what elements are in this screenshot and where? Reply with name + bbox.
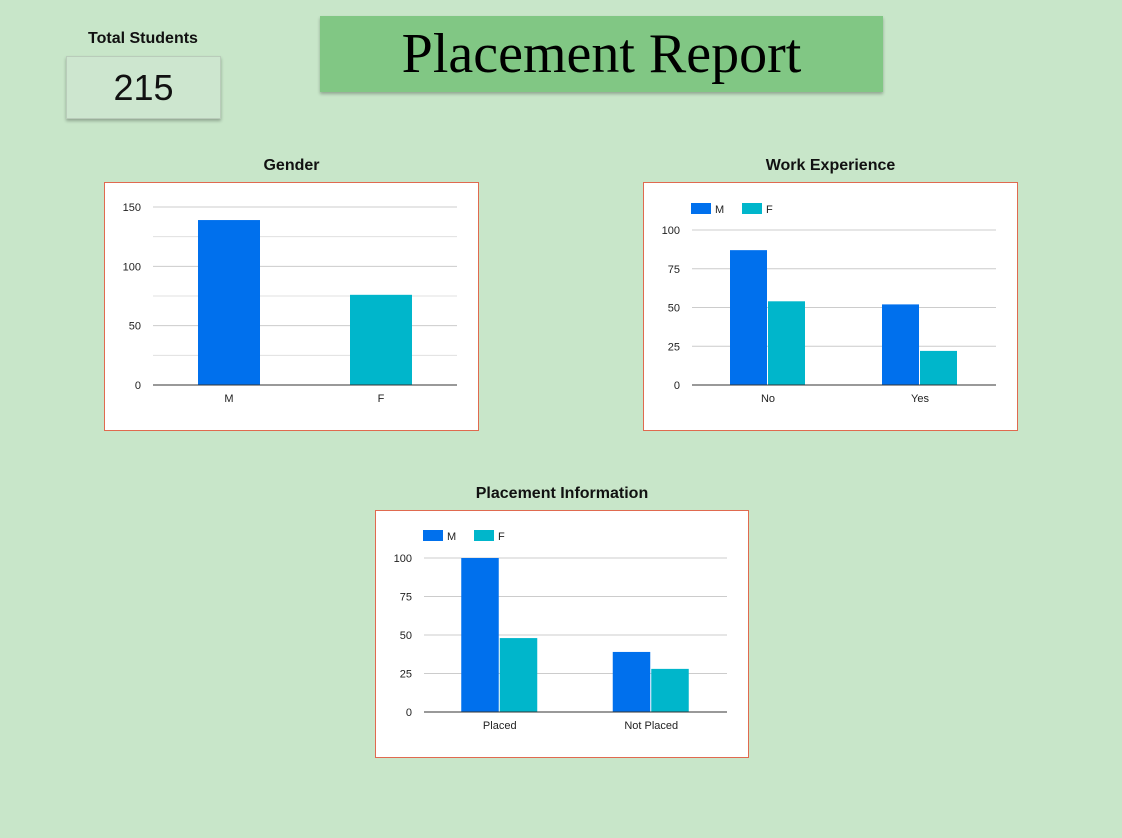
- x-tick-label: No: [761, 393, 775, 405]
- placement-information-plot: 0 25 50 75 100 Placed Not Placed M F: [394, 530, 727, 732]
- legend-swatch-m: [423, 530, 443, 541]
- y-tick-label: 75: [400, 592, 412, 604]
- legend-label-m: M: [447, 531, 456, 543]
- bar-m-placed: [461, 558, 499, 712]
- y-tick-label: 25: [400, 669, 412, 681]
- gender-chart: 0 50 100 150 M F: [104, 182, 479, 431]
- y-tick-label: 50: [400, 630, 412, 642]
- y-tick-label: 150: [123, 202, 141, 214]
- y-tick-label: 100: [394, 553, 412, 565]
- y-tick-label: 75: [668, 264, 680, 276]
- legend-swatch-f: [742, 203, 762, 214]
- placement-information-chart-title: Placement Information: [475, 485, 649, 502]
- work-experience-chart: 0 25 50 75 100 No Yes M F: [643, 182, 1018, 431]
- y-tick-label: 0: [674, 380, 680, 392]
- y-tick-label: 50: [668, 303, 680, 315]
- bar-f-yes: [920, 350, 957, 385]
- page-title: Placement Report: [320, 16, 883, 92]
- x-tick-label: M: [224, 393, 233, 405]
- bar-m-not-placed: [612, 651, 651, 712]
- legend-label-f: F: [766, 204, 773, 216]
- legend-swatch-m: [691, 203, 711, 214]
- x-tick-label: Placed: [483, 720, 517, 732]
- bar-f: [350, 294, 412, 385]
- bar-f-no: [768, 301, 805, 385]
- legend-swatch-f: [474, 530, 494, 541]
- bar-f-not-placed: [651, 668, 689, 712]
- bar-m-no: [730, 250, 767, 385]
- x-tick-label: Not Placed: [624, 720, 678, 732]
- total-students-value: 215: [66, 56, 221, 119]
- work-experience-chart-title: Work Experience: [765, 157, 896, 174]
- gender-plot: 0 50 100 150 M F: [123, 202, 457, 405]
- y-tick-label: 0: [406, 707, 412, 719]
- y-tick-label: 25: [668, 341, 680, 353]
- placement-information-chart: 0 25 50 75 100 Placed Not Placed M F: [375, 510, 749, 758]
- bar-f-placed: [499, 638, 538, 712]
- x-tick-label: F: [378, 393, 385, 405]
- legend-label-m: M: [715, 204, 724, 216]
- legend-label-f: F: [498, 531, 505, 543]
- work-experience-plot: 0 25 50 75 100 No Yes M F: [662, 203, 996, 405]
- y-tick-label: 0: [135, 380, 141, 392]
- total-students-label: Total Students: [88, 30, 198, 47]
- y-tick-label: 100: [123, 261, 141, 273]
- y-tick-label: 50: [129, 321, 141, 333]
- y-tick-label: 100: [662, 225, 680, 237]
- x-tick-label: Yes: [911, 393, 929, 405]
- bar-m: [198, 220, 260, 385]
- gender-chart-title: Gender: [263, 157, 320, 174]
- bar-m-yes: [882, 304, 919, 385]
